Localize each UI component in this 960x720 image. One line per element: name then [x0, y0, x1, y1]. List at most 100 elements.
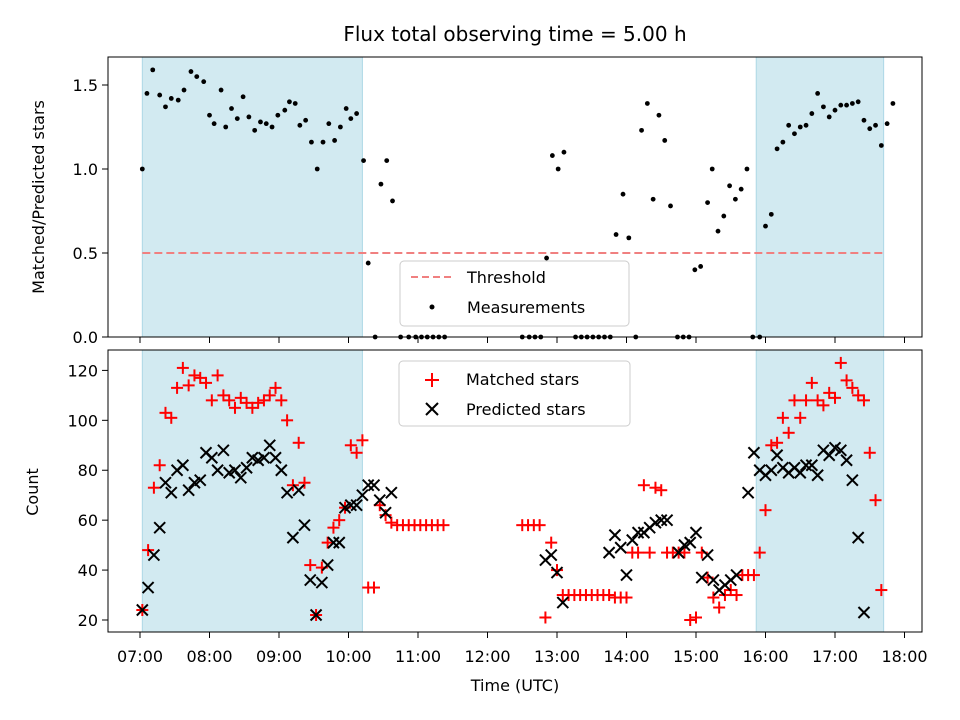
predicted-star-point — [147, 548, 161, 562]
predicted-star-point — [240, 461, 253, 474]
threshold-legend-label: Threshold — [466, 268, 546, 287]
cross-b — [747, 446, 761, 459]
cross-b — [269, 451, 282, 464]
measurement-point — [744, 166, 750, 172]
matched-star-point — [275, 394, 288, 407]
cross-b — [834, 444, 847, 457]
matched-star-point — [637, 479, 650, 492]
predicted-star-point — [620, 568, 633, 582]
x-tick-label: 11:00 — [395, 647, 441, 666]
predicted-star-point — [350, 498, 363, 512]
matched-star-point — [333, 514, 346, 527]
matched-star-point — [269, 381, 282, 394]
cross-b — [141, 581, 155, 594]
matched-star-point — [834, 356, 847, 369]
x-tick-label: 14:00 — [603, 647, 649, 666]
measurement-point — [361, 158, 366, 164]
chart-title: Flux total observing time = 5.00 h — [343, 22, 686, 46]
predicted-star-point — [176, 459, 190, 472]
top-axes-frame — [107, 56, 923, 338]
cross-b — [217, 444, 230, 457]
measurement-point — [821, 104, 826, 110]
predicted-star-point — [298, 518, 311, 532]
cross-b — [344, 498, 358, 512]
measurement-point — [832, 107, 838, 113]
measurement-point — [168, 96, 174, 101]
cross-b — [263, 439, 276, 452]
x-tick-label: 10:00 — [325, 647, 371, 666]
cross-b — [602, 546, 616, 559]
predicted-star-point — [379, 506, 392, 519]
measurement-point — [890, 101, 896, 106]
y-tick-label: 120 — [67, 361, 98, 380]
x-tick-label: 07:00 — [117, 647, 163, 666]
top-y-ticks: 0.0 0.5 1.0 1.5 — [73, 76, 108, 347]
measurement-point — [223, 124, 229, 130]
predicted-star-point — [286, 531, 300, 544]
measurement-point — [263, 121, 269, 127]
y-tick-label: 100 — [67, 411, 98, 430]
matched-star-point — [223, 394, 236, 407]
cross-b — [234, 471, 247, 484]
predicted-star-point — [840, 454, 853, 467]
predicted-star-point — [631, 526, 645, 539]
cross-b — [840, 454, 853, 467]
measurement-point — [320, 139, 326, 145]
predicted-star-point — [701, 548, 714, 562]
matched-star-point — [304, 559, 317, 572]
measurement-point — [797, 124, 803, 130]
predicted-star-point — [770, 449, 784, 462]
predicted-star-point — [304, 573, 317, 587]
cross-b — [315, 576, 329, 589]
predicted-star-point — [765, 464, 778, 477]
y-tick-label: 1.5 — [73, 76, 98, 95]
predicted-star-point — [182, 484, 195, 497]
measurement-point — [207, 112, 212, 118]
x-tick-label: 08:00 — [186, 647, 232, 666]
matched-star-point — [171, 381, 184, 394]
predicted-star-point — [556, 596, 569, 609]
matched-star-point — [551, 564, 563, 577]
cross-b — [828, 441, 842, 454]
matched-star-point — [632, 546, 645, 559]
cross-b — [373, 493, 386, 507]
measurement-point — [644, 101, 650, 106]
predicted-star-point — [217, 444, 230, 457]
matched-star-point — [281, 414, 294, 427]
cross-b — [159, 476, 172, 489]
matched-star-point — [678, 546, 691, 559]
measurement-point — [390, 198, 395, 204]
measurement-point — [287, 99, 292, 105]
predicted-star-point — [194, 474, 207, 487]
predicted-star-point — [356, 488, 369, 502]
cross-b — [211, 464, 224, 477]
top-y-axis-label: Matched/Predicted stars — [29, 100, 48, 294]
cross-b — [655, 513, 668, 527]
predicted-stars-series — [136, 439, 871, 622]
predicted-star-point — [257, 451, 271, 464]
matched-star-point — [603, 589, 616, 602]
predicted-star-point — [367, 479, 381, 492]
measurement-point — [792, 131, 797, 137]
cross-b — [620, 568, 633, 582]
cross-b — [136, 603, 149, 617]
cross-b — [857, 606, 871, 619]
predicted-star-point — [361, 479, 375, 492]
measurement-point — [332, 138, 337, 143]
bottom-shaded-region — [755, 349, 885, 633]
predicted-star-point — [292, 484, 305, 497]
cross-b — [689, 526, 703, 539]
y-tick-label: 80 — [78, 461, 98, 480]
measurement-point — [826, 114, 832, 120]
cross-b — [327, 536, 340, 549]
cross-b — [660, 513, 674, 527]
measurement-point — [861, 117, 867, 123]
cross-b — [684, 536, 697, 549]
measurement-point — [867, 126, 873, 132]
measurement-point — [139, 166, 145, 172]
matched-stars-series — [136, 356, 888, 626]
measurement-point — [692, 267, 698, 273]
measurement-point — [786, 122, 792, 128]
measurement-point — [815, 91, 821, 96]
measurement-point — [715, 228, 721, 234]
